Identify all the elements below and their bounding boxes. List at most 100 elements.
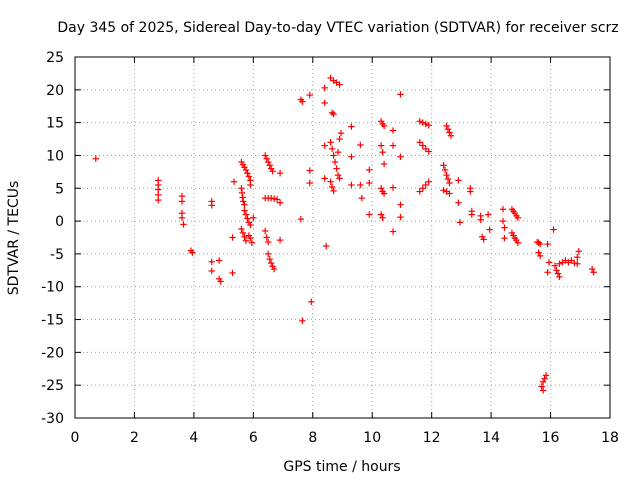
data-point bbox=[467, 188, 474, 195]
x-tick-label: 8 bbox=[308, 430, 317, 446]
data-point bbox=[328, 109, 336, 116]
data-point bbox=[366, 211, 373, 218]
data-point bbox=[551, 262, 559, 269]
data-point bbox=[550, 226, 557, 233]
data-point bbox=[514, 214, 522, 222]
y-tick-label: 5 bbox=[55, 181, 64, 197]
data-point bbox=[297, 215, 305, 223]
data-point bbox=[247, 221, 254, 229]
x-tick-label: 10 bbox=[363, 430, 381, 446]
data-point bbox=[425, 122, 432, 129]
data-point bbox=[333, 165, 340, 172]
data-point bbox=[501, 234, 508, 242]
data-point bbox=[328, 145, 336, 153]
data-point bbox=[397, 91, 404, 98]
data-point bbox=[554, 270, 562, 277]
data-point bbox=[240, 198, 247, 205]
grid-lines bbox=[75, 57, 610, 418]
data-point bbox=[321, 142, 328, 149]
data-point bbox=[477, 216, 484, 223]
data-point bbox=[244, 215, 251, 222]
data-point bbox=[306, 91, 314, 99]
data-point bbox=[514, 239, 522, 246]
y-tick-label: -5 bbox=[50, 247, 64, 263]
data-point bbox=[389, 142, 397, 149]
data-point bbox=[266, 162, 273, 169]
data-point bbox=[389, 228, 397, 235]
data-point bbox=[327, 178, 334, 185]
data-point bbox=[330, 187, 337, 195]
data-point bbox=[266, 255, 273, 263]
data-point bbox=[155, 196, 162, 204]
data-point bbox=[263, 155, 270, 162]
data-points bbox=[92, 74, 597, 394]
data-point bbox=[379, 148, 386, 156]
data-point bbox=[444, 126, 452, 133]
chart-title: Day 345 of 2025, Sidereal Day-to-day VTE… bbox=[57, 20, 618, 36]
data-point bbox=[273, 196, 281, 203]
data-point bbox=[276, 199, 284, 206]
data-point bbox=[331, 158, 339, 166]
x-axis-label: GPS time / hours bbox=[283, 459, 400, 475]
data-point bbox=[455, 177, 462, 184]
data-point bbox=[380, 160, 388, 168]
data-point bbox=[419, 142, 426, 149]
data-point bbox=[267, 194, 275, 202]
data-point bbox=[556, 273, 563, 281]
data-point bbox=[321, 175, 328, 182]
x-tick-label: 16 bbox=[542, 430, 560, 446]
data-point bbox=[574, 253, 581, 261]
data-point bbox=[245, 173, 253, 180]
data-point bbox=[536, 240, 544, 248]
data-point bbox=[215, 257, 223, 264]
data-point bbox=[590, 269, 597, 276]
x-tick-label: 2 bbox=[130, 430, 139, 446]
data-point bbox=[538, 383, 545, 390]
data-point bbox=[499, 217, 507, 225]
y-tick-label: -30 bbox=[41, 411, 64, 427]
data-point bbox=[189, 249, 196, 256]
data-point bbox=[443, 171, 450, 179]
data-point bbox=[440, 162, 447, 169]
data-point bbox=[536, 252, 544, 260]
data-point bbox=[499, 206, 507, 213]
y-tick-label: 0 bbox=[55, 214, 64, 230]
x-tick-label: 6 bbox=[249, 430, 258, 446]
data-point bbox=[306, 167, 314, 174]
data-point bbox=[377, 211, 385, 218]
x-tick-label: 18 bbox=[601, 430, 619, 446]
data-point bbox=[419, 185, 426, 192]
data-point bbox=[242, 237, 250, 244]
data-point bbox=[501, 224, 508, 231]
y-tick-label: -25 bbox=[41, 378, 64, 394]
y-tick-label: -20 bbox=[41, 345, 64, 361]
data-point bbox=[544, 240, 551, 248]
data-point bbox=[241, 201, 248, 208]
data-point bbox=[455, 199, 462, 206]
data-point bbox=[358, 194, 366, 202]
data-point bbox=[328, 183, 336, 191]
data-point bbox=[348, 123, 355, 130]
data-point bbox=[443, 122, 450, 130]
data-point bbox=[241, 233, 248, 241]
data-point bbox=[456, 219, 464, 226]
data-point bbox=[348, 181, 355, 189]
data-point bbox=[336, 81, 343, 88]
data-point bbox=[366, 179, 373, 187]
data-point bbox=[178, 198, 186, 205]
data-point bbox=[574, 260, 581, 267]
data-point bbox=[588, 265, 596, 273]
data-point bbox=[308, 298, 315, 306]
data-point bbox=[468, 211, 475, 218]
data-point bbox=[229, 234, 236, 241]
data-point bbox=[447, 132, 455, 139]
data-point bbox=[276, 236, 284, 244]
axis-ticks: 0 2 4 6 8 10 12 14 16 18 -30 -25 -20 -15 -10 -5 0 5 10 15 20… bbox=[41, 50, 619, 446]
data-point bbox=[247, 234, 254, 242]
data-point bbox=[180, 221, 187, 228]
data-point bbox=[397, 201, 404, 208]
data-point bbox=[377, 185, 385, 192]
data-point bbox=[264, 238, 272, 246]
data-point bbox=[321, 84, 328, 92]
